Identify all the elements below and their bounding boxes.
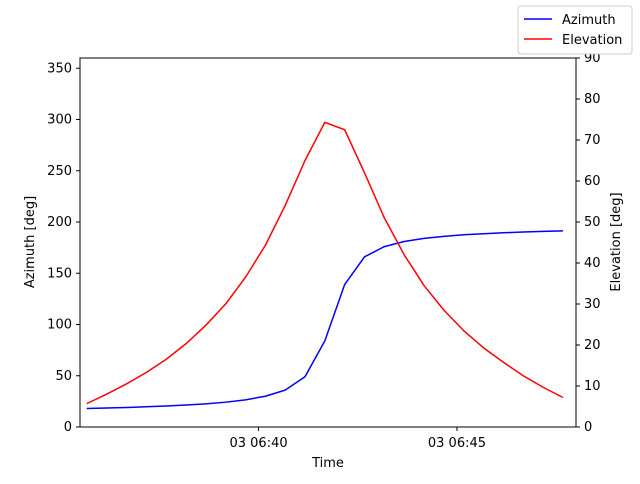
legend-label-elevation: Elevation <box>562 33 622 48</box>
series-line-elevation <box>86 121 564 405</box>
left-axis-tick-label: 50 <box>55 369 72 384</box>
series-layer <box>86 121 564 410</box>
x-axis-tick-label: 03 06:40 <box>229 436 287 451</box>
left-axis-tick-label: 100 <box>47 318 72 333</box>
left-axis-tick-label: 150 <box>47 266 72 281</box>
left-axis-tick-label: 350 <box>47 61 72 76</box>
right-axis-tick-label: 50 <box>584 215 601 230</box>
left-axis-tick-label: 0 <box>64 420 72 435</box>
left-axis-tick-label: 200 <box>47 215 72 230</box>
series-line-azimuth <box>86 230 563 410</box>
legend-label-azimuth: Azimuth <box>562 13 616 28</box>
x-axis-tick-label: 03 06:45 <box>428 436 486 451</box>
right-axis-tick-label: 0 <box>584 420 592 435</box>
right-axis-tick-label: 40 <box>584 256 601 271</box>
legend-box <box>517 5 633 55</box>
left-axis-tick-label: 250 <box>47 164 72 179</box>
right-axis-tick-label: 20 <box>584 338 601 353</box>
right-axis-tick-label: 30 <box>584 297 601 312</box>
plot-frame <box>79 57 577 428</box>
right-axis-tick-label: 10 <box>584 379 601 394</box>
right-axis-tick-label: 90 <box>584 51 601 66</box>
right-axis-tick-label: 80 <box>584 92 601 107</box>
axes-layer: 0 50 100 150 200 250 300 350 0 10 20 30 40 50 60 70 80 90… <box>47 51 600 451</box>
x-axis-label: Time <box>311 456 344 471</box>
left-axis-tick-label: 300 <box>47 113 72 128</box>
right-axis-tick-label: 60 <box>584 174 601 189</box>
right-axis-tick-label: 70 <box>584 133 601 148</box>
left-axis-label: Azimuth [deg] <box>23 196 38 288</box>
right-axis-label: Elevation [deg] <box>609 192 624 291</box>
legend: Azimuth Elevation <box>517 5 633 55</box>
